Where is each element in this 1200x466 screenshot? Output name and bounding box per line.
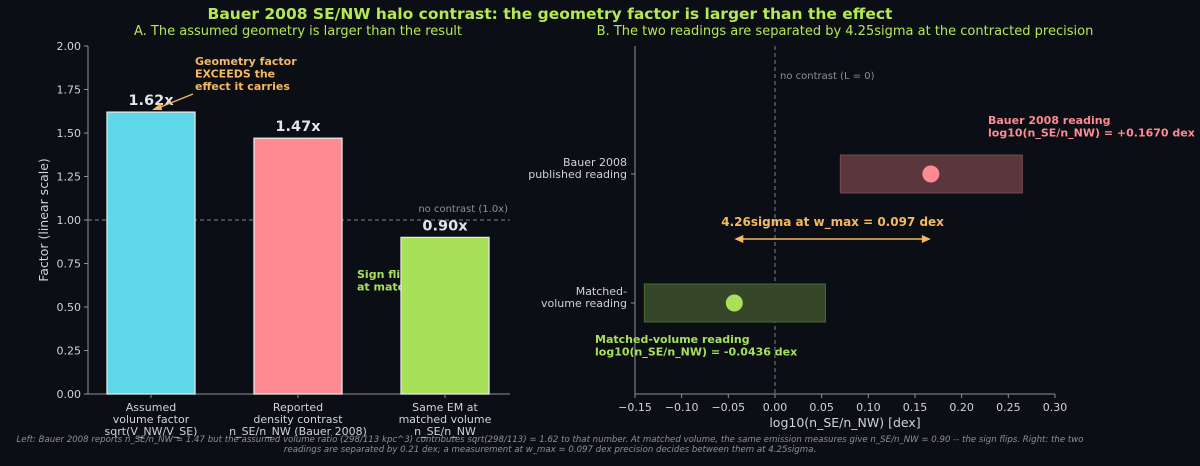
panel-a-x-tick-label: volume factor [113, 413, 190, 426]
panel-b-x-tick-label: 0.05 [809, 401, 834, 414]
panel-b-x-tick-label: 0.20 [949, 401, 974, 414]
panel-a-annotation-arrow [157, 93, 194, 109]
panel-b-x-tick-label: 0.00 [763, 401, 788, 414]
panel-a-y-tick-label: 1.75 [57, 84, 82, 97]
panel-b-x-tick-label: 0.25 [996, 401, 1021, 414]
panel-b-y-tick-label: Matched- [576, 285, 627, 298]
panel-a-bar [106, 111, 196, 395]
panel-b-title: B. The two readings are separated by 4.2… [597, 24, 1094, 39]
panel-a-y-tick-label: 1.25 [57, 171, 82, 184]
panel-a-ylabel: Factor (linear scale) [36, 158, 51, 282]
panel-b-plot: −0.15 −0.10 −0.05 0.00 0.05 0.10 0.15 0.20 0.25 0… [528, 46, 1195, 414]
panel-b-separation-label: 4.26sigma at w_max = 0.097 dex [721, 215, 944, 230]
figure-caption-line-2: readings are separated by 0.21 dex; a me… [284, 445, 816, 455]
panel-a-title: A. The assumed geometry is larger than t… [134, 24, 462, 39]
panel-b-annotation-bauer: log10(n_SE/n_NW) = +0.1670 dex [988, 127, 1195, 140]
panel-a-y-tick-label: 0.00 [57, 388, 82, 401]
panel-a-y-tick-label: 0.75 [57, 258, 82, 271]
panel-b-y-tick-label: Bauer 2008 [563, 156, 627, 169]
panel-a-plot: 0.00 0.25 0.50 0.75 1.00 1.25 1.50 1.75 2.00 no c… [57, 40, 510, 438]
panel-b-reference-label: no contrast (L = 0) [780, 71, 875, 82]
panel-a-y-tick-label: 0.50 [57, 301, 82, 314]
panel-a-x-tick-label: n_SE/n_NW (Bauer 2008) [229, 425, 367, 438]
panel-a-y-tick-label: 0.25 [57, 345, 82, 358]
panel-b-x-tick-label: 0.30 [1043, 401, 1068, 414]
panel-a-y-tick-label: 2.00 [57, 40, 82, 53]
panel-a-x-tick-label: n_SE/n_NW [414, 425, 476, 438]
panel-a-x-tick-label: Assumed [126, 401, 176, 414]
panel-b-x-tick-label: −0.15 [618, 401, 652, 414]
panel-b-y-tick-label: published reading [528, 168, 627, 181]
panel-b-annotation-matched: log10(n_SE/n_NW) = -0.0436 dex [595, 346, 797, 359]
panel-b-x-tick-label: 0.15 [903, 401, 928, 414]
panel-a-x-tick-label: Same EM at [412, 401, 478, 414]
panel-a-annotation-geometry: EXCEEDS the [195, 68, 275, 81]
panel-b-point [725, 294, 743, 312]
panel-a-annotation-geometry: effect it carries [195, 80, 290, 93]
panel-b-y-tick-label: volume reading [541, 297, 627, 310]
panel-b-annotation-bauer: Bauer 2008 reading [988, 114, 1110, 127]
panel-a-x-tick-label: matched volume [399, 413, 492, 426]
panel-b-x-tick-label: −0.05 [711, 401, 745, 414]
panel-a-reference-label: no contrast (1.0x) [418, 204, 508, 215]
panel-b-x-tick-label: 0.10 [856, 401, 881, 414]
panel-b-annotation-matched: Matched-volume reading [595, 333, 750, 346]
figure-caption-line-1: Left: Bauer 2008 reports n_SE/n_NW = 1.4… [16, 435, 1083, 445]
panel-a-annotation-arrowhead [152, 103, 162, 110]
panel-a-x-tick-label: sqrt(V_NW/V_SE) [105, 425, 198, 438]
panel-b-point [922, 165, 940, 183]
panel-a-x-tick-label: density contrast [253, 413, 343, 426]
panel-a-bar [253, 137, 343, 395]
panel-a-y-tick-label: 1.00 [57, 214, 82, 227]
panel-a-bar-value-label: 1.47x [275, 119, 321, 135]
panel-b-x-tick-label: −0.10 [665, 401, 699, 414]
panel-a-bar-value-label: 1.62x [128, 93, 174, 109]
panel-a-bar [400, 236, 490, 395]
figure-suptitle: Bauer 2008 SE/NW halo contrast: the geom… [208, 5, 894, 23]
panel-a-y-tick-label: 1.50 [57, 127, 82, 140]
panel-a-bar-value-label: 0.90x [422, 218, 468, 234]
panel-b-separation-arrowhead-right [921, 235, 931, 243]
panel-a-x-tick-label: Reported [273, 401, 323, 414]
panel-b-xlabel: log10(n_SE/n_NW) [dex] [769, 415, 920, 430]
panel-b-separation-arrowhead-left [734, 235, 744, 243]
panel-a-annotation-geometry: Geometry factor [195, 55, 297, 68]
